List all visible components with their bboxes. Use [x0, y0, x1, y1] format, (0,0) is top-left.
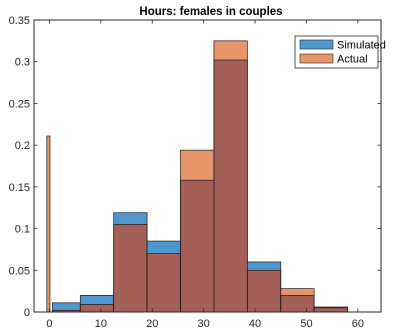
- bar-exclusive: [314, 306, 348, 308]
- y-tick-label: 0: [24, 307, 30, 319]
- bar-overlap: [180, 180, 214, 312]
- legend-label-actual: Actual: [337, 54, 368, 66]
- bar-exclusive: [147, 241, 181, 254]
- x-tick-label: 30: [198, 318, 210, 330]
- bar-overlap: [213, 60, 248, 312]
- legend-swatch-simulated: [299, 39, 334, 50]
- x-tick-label: 10: [95, 318, 107, 330]
- legend-label-simulated: Simulated: [337, 40, 386, 52]
- bar-overlap: [113, 224, 148, 312]
- bar-exclusive: [280, 288, 315, 296]
- y-tick-label: 0.3: [15, 57, 30, 69]
- x-tick-label: 50: [300, 318, 312, 330]
- bar-overlap: [247, 270, 281, 312]
- bar-exclusive: [52, 302, 81, 311]
- bar-exclusive: [113, 212, 148, 225]
- legend: Simulated Actual: [294, 35, 386, 69]
- bar-overlap: [314, 307, 348, 312]
- bar-overlap: [147, 253, 181, 312]
- y-tick-label: 0.35: [9, 15, 30, 27]
- bar-exclusive: [213, 40, 248, 61]
- ticks-layer: 0 10 20 30 40 50 60 0 0.05 0.1 0.15 0.2 0.25 0.3 0.35: [9, 15, 381, 330]
- x-tick-label: 0: [46, 318, 52, 330]
- x-tick-label: 60: [352, 318, 364, 330]
- y-tick-label: 0.15: [9, 182, 30, 194]
- bar-overlap: [52, 310, 81, 312]
- x-tick-label: 40: [249, 318, 261, 330]
- y-tick-label: 0.2: [15, 140, 30, 152]
- bar-exclusive: [46, 135, 50, 312]
- y-tick-label: 0.05: [9, 265, 30, 277]
- y-tick-label: 0.1: [15, 224, 30, 236]
- chart-title: Hours: females in couples: [139, 6, 282, 18]
- bar-exclusive: [247, 261, 281, 271]
- legend-swatch-actual: [299, 53, 334, 64]
- bars-layer: [46, 40, 348, 313]
- bar-overlap: [280, 295, 315, 312]
- x-tick-label: 20: [146, 318, 158, 330]
- bar-overlap: [80, 304, 114, 312]
- axes-frame: [33, 19, 382, 313]
- bar-exclusive: [80, 295, 114, 305]
- bar-exclusive: [180, 150, 214, 181]
- y-tick-label: 0.25: [9, 98, 30, 110]
